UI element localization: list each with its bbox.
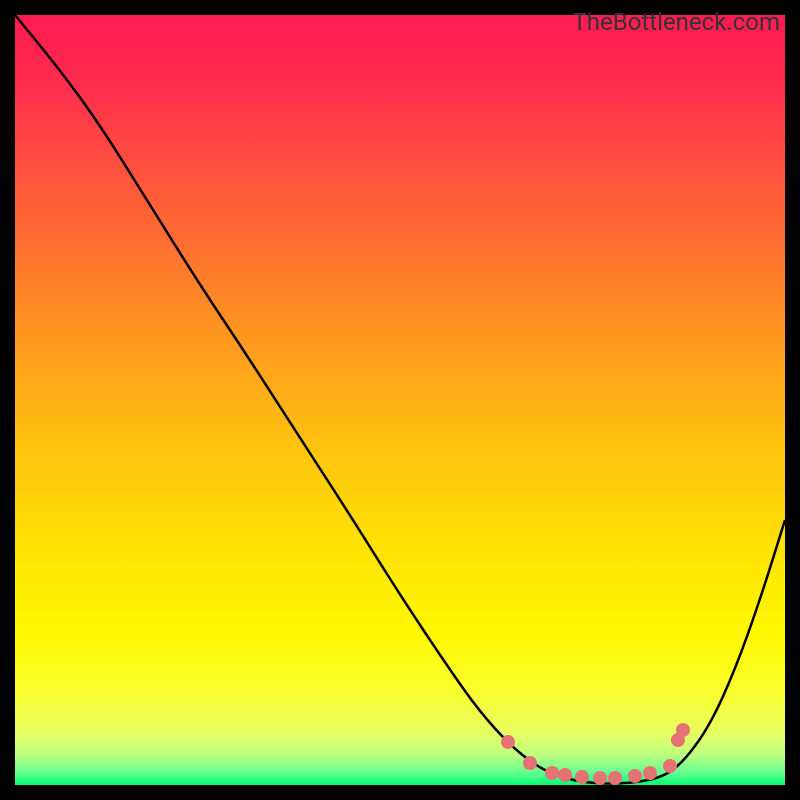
marker-point <box>664 760 677 773</box>
chart-container: TheBottleneck.com <box>0 0 800 800</box>
marker-point <box>594 772 607 785</box>
marker-point <box>629 770 642 783</box>
plot-background <box>15 15 785 785</box>
marker-point <box>546 767 559 780</box>
marker-point <box>576 771 589 784</box>
marker-point <box>524 757 537 770</box>
marker-point <box>559 769 572 782</box>
marker-point <box>644 767 657 780</box>
marker-point <box>609 772 622 785</box>
marker-point <box>677 724 690 737</box>
bottleneck-chart <box>0 0 800 800</box>
marker-point <box>502 736 515 749</box>
watermark-text: TheBottleneck.com <box>572 8 780 36</box>
